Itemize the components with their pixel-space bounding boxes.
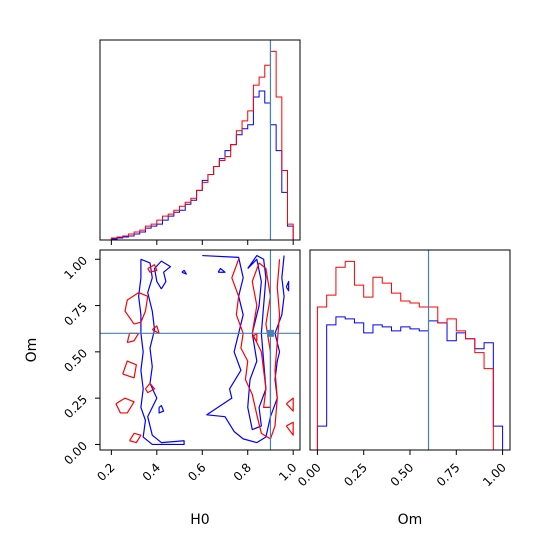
om-marginal-frame <box>309 249 511 451</box>
x-axis-label-om: Om <box>398 512 423 528</box>
contour-red <box>147 264 158 273</box>
joint-xtick-label: 0.8 <box>231 460 254 483</box>
contour-red <box>124 291 149 325</box>
joint-xtick-label: 0.2 <box>94 460 117 483</box>
contour-blue <box>285 280 290 292</box>
contour-red <box>122 360 137 379</box>
truth-marker <box>266 329 274 337</box>
h0-hist-blue-series <box>110 90 294 240</box>
contour-red <box>285 397 294 412</box>
contour-blue <box>202 254 285 444</box>
contour-red <box>129 432 142 444</box>
contour-red <box>126 332 140 344</box>
joint-frame <box>99 249 301 451</box>
y-axis-label-om: Om <box>24 338 40 363</box>
h0-marginal-panel <box>99 39 301 245</box>
contour-blue <box>138 258 185 446</box>
om-hist-blue-series <box>316 316 504 450</box>
om-marginal-xtick-label: 0.75 <box>434 460 463 489</box>
contour-blue <box>181 269 187 275</box>
contour-red <box>115 397 135 414</box>
joint-xtick-label: 0.6 <box>185 460 208 483</box>
joint-ytick-label: 0.50 <box>61 346 90 375</box>
contour-blue <box>153 260 172 290</box>
joint-panel: 0.2 0.4 0.6 0.8 1.00.000.250.500.751.00 H0 O… <box>24 249 301 528</box>
contour-red <box>251 262 272 409</box>
x-axis-label-h0: H0 <box>190 512 209 528</box>
joint-ytick-label: 1.00 <box>61 253 90 282</box>
om-hist-red-series <box>316 260 503 451</box>
contour-blue <box>217 267 226 273</box>
contour-red <box>251 332 258 342</box>
om-marginal-xtick-label: 0.25 <box>341 460 370 489</box>
contour-blue <box>158 404 165 414</box>
om-marginal-xtick-label: 0.00 <box>295 460 324 489</box>
contour-red <box>151 325 160 334</box>
contour-red <box>231 259 281 440</box>
contour-red <box>285 421 294 436</box>
h0-marginal-frame <box>99 39 301 241</box>
contour-red <box>144 382 156 394</box>
h0-hist-red-series <box>110 50 294 240</box>
om-marginal-panel: 0.00 0.25 0.50 0.75 1.00 Om <box>295 249 511 528</box>
om-marginal-xtick-label: 1.00 <box>480 460 509 489</box>
joint-xtick-label: 0.4 <box>140 460 163 483</box>
joint-ytick-label: 0.25 <box>61 392 90 421</box>
contour-blue <box>247 254 267 431</box>
joint-ytick-label: 0.75 <box>61 300 90 329</box>
om-marginal-xtick-label: 0.50 <box>388 460 417 489</box>
joint-ytick-label: 0.00 <box>61 439 90 468</box>
